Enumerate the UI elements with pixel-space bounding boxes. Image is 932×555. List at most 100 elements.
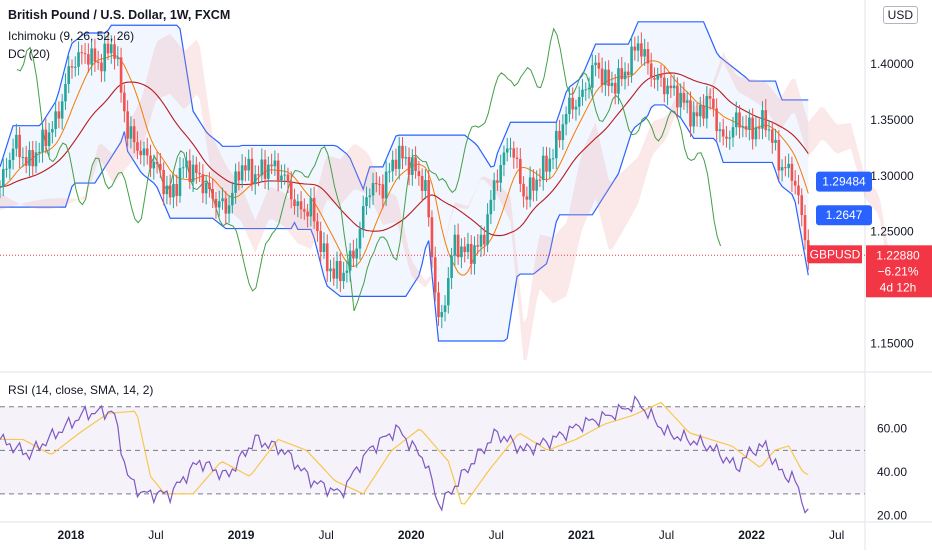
candle-body[interactable] bbox=[793, 180, 797, 186]
candle-body[interactable] bbox=[551, 158, 555, 160]
candle-body[interactable] bbox=[67, 66, 71, 85]
candle-body[interactable] bbox=[649, 63, 653, 79]
candle-body[interactable] bbox=[447, 278, 450, 306]
candle-body[interactable] bbox=[689, 100, 692, 127]
candle-body[interactable] bbox=[211, 188, 215, 199]
price-marker-badge[interactable] bbox=[816, 171, 872, 192]
candle-body[interactable] bbox=[401, 145, 404, 159]
candle-body[interactable] bbox=[440, 311, 444, 318]
candle-body[interactable] bbox=[44, 129, 48, 147]
candle-body[interactable] bbox=[204, 182, 208, 194]
candle-body[interactable] bbox=[604, 69, 607, 86]
candle-body[interactable] bbox=[751, 117, 754, 140]
candle-body[interactable] bbox=[584, 89, 588, 91]
candle-body[interactable] bbox=[172, 183, 175, 198]
candle-body[interactable] bbox=[145, 148, 149, 156]
candle-body[interactable] bbox=[754, 127, 758, 140]
candle-body[interactable] bbox=[803, 215, 807, 241]
candle-body[interactable] bbox=[155, 161, 159, 164]
candle-body[interactable] bbox=[532, 177, 535, 191]
candle-body[interactable] bbox=[525, 196, 529, 200]
candle-body[interactable] bbox=[728, 137, 732, 139]
candle-body[interactable] bbox=[96, 61, 100, 63]
candle-body[interactable] bbox=[132, 126, 136, 143]
candle-body[interactable] bbox=[414, 157, 417, 172]
candle-body[interactable] bbox=[767, 129, 771, 131]
candle-body[interactable] bbox=[787, 163, 790, 169]
candle-body[interactable] bbox=[381, 184, 385, 199]
candle-body[interactable] bbox=[175, 183, 179, 196]
candle-body[interactable] bbox=[620, 68, 624, 80]
candle-body[interactable] bbox=[80, 52, 84, 54]
candle-body[interactable] bbox=[571, 97, 574, 110]
candle-body[interactable] bbox=[15, 134, 18, 149]
candle-body[interactable] bbox=[617, 68, 620, 94]
candle-body[interactable] bbox=[217, 201, 221, 208]
candle-body[interactable] bbox=[721, 129, 725, 137]
candle-body[interactable] bbox=[725, 136, 728, 139]
candle-body[interactable] bbox=[653, 78, 656, 80]
candle-body[interactable] bbox=[342, 272, 345, 282]
candle-body[interactable] bbox=[47, 132, 51, 147]
candle-body[interactable] bbox=[790, 163, 794, 181]
candle-body[interactable] bbox=[473, 245, 476, 264]
candle-body[interactable] bbox=[335, 261, 339, 279]
candle-body[interactable] bbox=[28, 150, 31, 166]
candle-body[interactable] bbox=[666, 85, 669, 95]
candle-body[interactable] bbox=[368, 195, 372, 198]
candle-body[interactable] bbox=[505, 148, 509, 153]
candle-body[interactable] bbox=[181, 167, 185, 169]
candle-body[interactable] bbox=[463, 246, 466, 253]
currency-button[interactable]: USD bbox=[882, 6, 918, 24]
candle-body[interactable] bbox=[319, 231, 322, 252]
candle-body[interactable] bbox=[555, 130, 558, 159]
candle-body[interactable] bbox=[784, 167, 787, 169]
candle-body[interactable] bbox=[286, 174, 290, 182]
candle-body[interactable] bbox=[528, 177, 532, 200]
candle-body[interactable] bbox=[384, 171, 388, 199]
candle-body[interactable] bbox=[715, 108, 718, 132]
candle-body[interactable] bbox=[466, 243, 470, 253]
candle-body[interactable] bbox=[306, 211, 309, 217]
candle-body[interactable] bbox=[208, 182, 211, 189]
candle-body[interactable] bbox=[512, 148, 516, 158]
symbol-badge[interactable] bbox=[808, 245, 862, 264]
candle-body[interactable] bbox=[672, 85, 676, 89]
candle-body[interactable] bbox=[797, 185, 800, 196]
candle-body[interactable] bbox=[116, 57, 120, 59]
candle-body[interactable] bbox=[640, 43, 643, 57]
candle-body[interactable] bbox=[626, 71, 630, 76]
ichimoku-legend[interactable]: Ichimoku (9, 26, 52, 26) bbox=[8, 29, 135, 43]
candle-body[interactable] bbox=[433, 257, 437, 293]
candle-body[interactable] bbox=[201, 174, 205, 194]
chart-title[interactable]: British Pound / U.S. Dollar, 1W, FXCM bbox=[8, 8, 231, 22]
candle-body[interactable] bbox=[244, 165, 247, 171]
candle-body[interactable] bbox=[450, 255, 453, 279]
candle-body[interactable] bbox=[561, 124, 565, 141]
candle-body[interactable] bbox=[643, 49, 646, 57]
candle-body[interactable] bbox=[558, 130, 561, 141]
candle-body[interactable] bbox=[87, 54, 90, 65]
candle-body[interactable] bbox=[522, 183, 525, 197]
candle-body[interactable] bbox=[159, 163, 162, 170]
candle-body[interactable] bbox=[662, 77, 666, 95]
candle-body[interactable] bbox=[764, 110, 768, 131]
candle-body[interactable] bbox=[165, 185, 169, 195]
candle-body[interactable] bbox=[453, 234, 457, 256]
candle-body[interactable] bbox=[221, 198, 224, 202]
candle-body[interactable] bbox=[460, 246, 463, 258]
candle-body[interactable] bbox=[299, 201, 303, 210]
candle-body[interactable] bbox=[407, 157, 411, 175]
candle-body[interactable] bbox=[280, 175, 283, 181]
candle-body[interactable] bbox=[109, 44, 113, 54]
candle-body[interactable] bbox=[646, 49, 650, 64]
candle-body[interactable] bbox=[358, 228, 362, 249]
candle-body[interactable] bbox=[123, 92, 126, 112]
candle-body[interactable] bbox=[623, 71, 627, 80]
candle-body[interactable] bbox=[325, 243, 329, 272]
candle-body[interactable] bbox=[761, 110, 764, 129]
candle-body[interactable] bbox=[51, 129, 54, 133]
candle-body[interactable] bbox=[188, 160, 192, 182]
candle-body[interactable] bbox=[705, 96, 709, 119]
